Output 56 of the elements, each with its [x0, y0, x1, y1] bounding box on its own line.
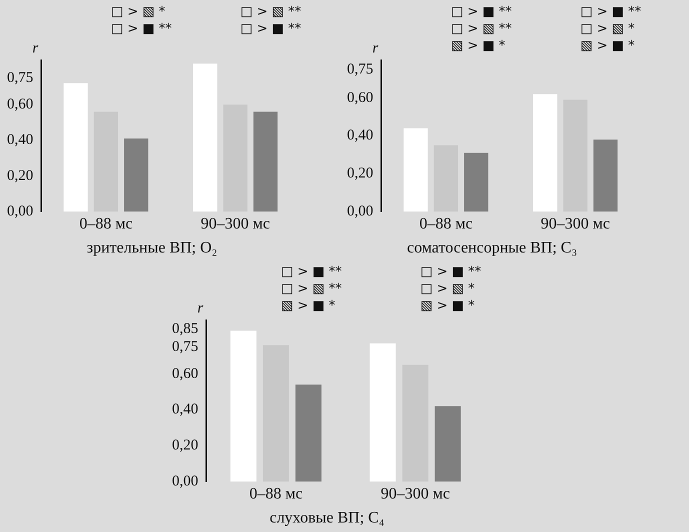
text: □ > ▧ ** — [280, 281, 342, 296]
text: ▧ > ■ * — [280, 298, 336, 314]
x-tick-label: 0–88 мс — [248, 485, 302, 502]
y-tick-label: 0,60 — [347, 90, 374, 106]
bar — [369, 343, 396, 482]
y-tick-label: 0,20 — [7, 168, 34, 184]
bar — [593, 140, 618, 212]
text: зрительные ВП; O₂ — [86, 240, 218, 257]
y-tick-label: 0,40 — [7, 132, 34, 148]
bar — [294, 384, 321, 482]
bar — [464, 152, 488, 212]
text: соматосенсорные ВП; C₃ — [406, 240, 578, 257]
bar — [404, 128, 428, 212]
x-tick-label: 90–300 мс — [380, 485, 450, 502]
y-tick-label: 0,60 — [7, 96, 34, 113]
bar — [124, 138, 148, 212]
y-tick-label: 0,85 — [172, 320, 198, 337]
text: □ > ■ ** — [110, 21, 172, 36]
text: слуховые ВП; C₄ — [269, 510, 384, 527]
y-tick-label: 0,60 — [172, 366, 198, 382]
text: □ > ▧ * — [420, 281, 475, 296]
bar — [193, 64, 218, 212]
y-tick-label: 0,40 — [347, 128, 374, 144]
y-tick-label: 0,20 — [347, 166, 374, 182]
bar — [533, 94, 558, 212]
text: □ > ■ ** — [580, 4, 642, 20]
text: ▧ > ■ * — [580, 38, 636, 54]
y-axis-title: r — [196, 300, 203, 316]
bar — [64, 83, 88, 212]
x-tick-label: 0–88 мс — [79, 215, 133, 232]
bar — [434, 406, 460, 482]
bar — [230, 330, 256, 482]
y-tick-label: 0,75 — [7, 70, 34, 86]
text: ▧ > ■ * — [450, 38, 506, 54]
text: □ > ■ ** — [420, 264, 482, 280]
text: □ > ▧ * — [110, 4, 166, 20]
y-tick-label: 0,00 — [7, 204, 34, 220]
y-tick-label: 0,00 — [172, 474, 198, 490]
text: □ > ■ ** — [240, 21, 302, 36]
text: □ > ▧ ** — [240, 4, 302, 20]
text: □ > ▧ ** — [450, 21, 512, 36]
y-tick-label: 0,00 — [347, 204, 374, 220]
y-tick-label: 0,75 — [172, 338, 198, 355]
y-tick-label: 0,40 — [172, 402, 198, 418]
y-axis-title: r — [372, 40, 378, 56]
x-tick-label: 0–88 мс — [419, 215, 473, 232]
text: ▧ > ■ * — [420, 298, 475, 314]
y-tick-label: 0,20 — [172, 438, 198, 454]
x-tick-label: 90–300 мс — [540, 215, 610, 232]
y-axis-title: r — [32, 40, 38, 56]
text: □ > ■ ** — [280, 264, 342, 280]
y-tick-label: 0,75 — [347, 61, 374, 78]
text: □ > ▧ * — [580, 21, 636, 36]
x-tick-label: 90–300 мс — [200, 215, 270, 232]
text: □ > ■ ** — [450, 4, 512, 20]
bar — [253, 112, 278, 212]
